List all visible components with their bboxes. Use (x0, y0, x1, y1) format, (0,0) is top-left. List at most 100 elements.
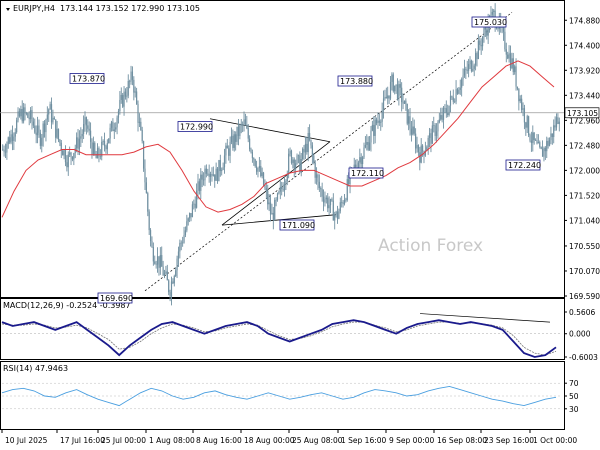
candle-body (518, 88, 520, 102)
candle-body (261, 172, 263, 177)
candle-body (244, 119, 247, 126)
candle-body (345, 199, 347, 201)
price-tick-label: 171.520 (569, 191, 600, 200)
candle-body (268, 202, 270, 205)
candle-body (141, 130, 143, 142)
macd-title: MACD(12,26,9) -0.2524 -0.3987 (3, 301, 131, 310)
candle-body (215, 168, 217, 181)
candle-body (116, 117, 118, 128)
candle-body (173, 276, 175, 284)
candle-body (226, 145, 228, 149)
swing-label-text: 175.030 (474, 18, 507, 27)
candle-body (451, 96, 453, 98)
candle-body (550, 133, 552, 141)
candle-body (398, 84, 400, 99)
candle-body (119, 99, 121, 112)
candle-body (470, 60, 473, 71)
candle-body (98, 148, 100, 157)
candle-body (253, 158, 255, 160)
candle-body (325, 197, 327, 200)
time-tick-label: 1 Sep 16:00 (341, 436, 387, 445)
candle-body (371, 124, 373, 131)
candle-body (521, 98, 523, 110)
candle-body (415, 133, 417, 149)
candle-body (216, 168, 219, 182)
candle-body (21, 109, 23, 122)
candle-body (281, 186, 283, 190)
candle-body (463, 68, 466, 76)
candle-body (243, 119, 245, 125)
candle-body (87, 125, 89, 129)
candle-body (311, 145, 313, 156)
candle-body (515, 66, 517, 87)
candle-body (375, 119, 378, 124)
candle-body (102, 140, 104, 142)
candle-body (13, 136, 15, 142)
candle-body (136, 91, 138, 105)
candle-body (219, 160, 221, 172)
candle-body (108, 138, 110, 144)
candle-body (483, 27, 485, 37)
candle-body (551, 133, 553, 137)
candle-body (254, 159, 256, 167)
candle-body (462, 75, 464, 80)
candle-body (229, 142, 231, 156)
candle-body (56, 128, 58, 138)
candle-body (388, 95, 390, 99)
candle-body (293, 159, 295, 169)
candle-body (180, 242, 182, 244)
candle-body (306, 143, 308, 153)
candle-body (42, 123, 44, 138)
candle-body (45, 119, 47, 133)
candle-body (368, 142, 371, 150)
candle-body (122, 94, 124, 107)
candle-body (507, 54, 509, 59)
candle-body (553, 125, 555, 137)
candle-body (320, 188, 322, 190)
swing-label-box (279, 219, 315, 231)
candle-body (258, 165, 260, 169)
candle-body (212, 174, 214, 176)
price-tick-label: 170.070 (569, 267, 600, 276)
candle-body (175, 270, 177, 277)
candle-body (387, 95, 389, 99)
candle-body (191, 204, 194, 218)
candle-body (413, 126, 415, 134)
price-tick-label: 174.880 (569, 16, 600, 25)
candle-body (421, 145, 424, 152)
candle-body (151, 241, 153, 248)
candle-body (465, 68, 467, 70)
candle-body (142, 141, 145, 169)
candle-body (264, 185, 266, 189)
candle-body (304, 143, 307, 153)
candle-body (201, 174, 203, 180)
candle-body (300, 159, 302, 173)
candle-body (279, 186, 281, 192)
candle-body (374, 119, 376, 136)
candle-body (554, 125, 556, 128)
candle-body (448, 105, 450, 115)
collapse-arrow-icon[interactable] (6, 8, 10, 11)
candle-body (16, 120, 18, 133)
time-tick-label: 18 Aug 00:00 (244, 436, 295, 445)
candle-body (221, 169, 223, 172)
candle-body (315, 174, 318, 178)
candle-body (481, 36, 484, 47)
candle-body (458, 89, 460, 94)
candle-body (31, 110, 33, 122)
candle-body (296, 155, 298, 164)
candle-body (370, 130, 372, 143)
candle-body (486, 29, 488, 36)
candle-body (428, 133, 431, 138)
candle-body (505, 49, 507, 55)
candle-body (437, 122, 439, 132)
moving-average-line (1, 60, 555, 218)
candle-body (166, 271, 168, 281)
candle-body (377, 120, 379, 124)
candle-body (431, 125, 433, 144)
candle-body (317, 174, 319, 182)
candle-body (89, 130, 92, 142)
candle-body (163, 273, 166, 276)
candle-body (544, 147, 546, 152)
candle-body (401, 87, 403, 103)
